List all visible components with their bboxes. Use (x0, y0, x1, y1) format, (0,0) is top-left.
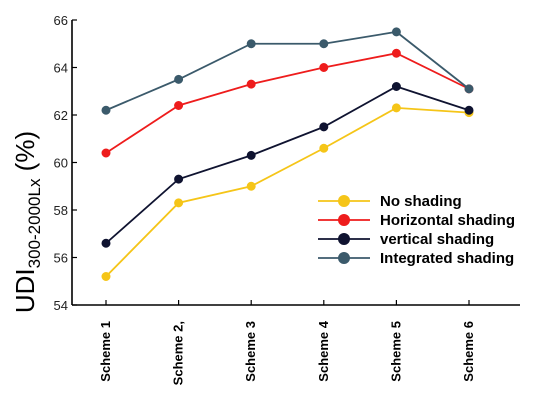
data-point (246, 39, 256, 49)
legend-label: No shading (380, 193, 462, 210)
y-axis-ticks: 54 56 58 60 62 64 66 (54, 13, 77, 313)
legend-item: Horizontal shading (318, 212, 515, 229)
y-axis-label-unit: (%) (10, 131, 40, 179)
x-tick-label: Scheme 5 (388, 321, 403, 382)
x-tick-label: Scheme 2, (171, 321, 186, 385)
legend-item: Integrated shading (318, 250, 514, 267)
series-integrated-shading (101, 27, 474, 115)
legend-swatch-marker (338, 195, 350, 207)
legend-item: vertical shading (318, 231, 494, 248)
x-tick-label: Scheme 6 (461, 321, 476, 382)
data-point (464, 84, 474, 94)
y-tick-label: 62 (54, 108, 68, 123)
data-point (246, 79, 256, 89)
data-point (101, 148, 111, 158)
series-line (105, 85, 470, 244)
x-tick-label: Scheme 3 (243, 321, 258, 382)
legend-label: Integrated shading (380, 250, 514, 267)
legend-label: Horizontal shading (380, 212, 515, 229)
data-point (391, 103, 401, 113)
y-tick-label: 56 (54, 251, 68, 266)
data-point (391, 48, 401, 58)
y-tick-label: 60 (54, 156, 68, 171)
data-point (319, 63, 329, 72)
data-point (319, 122, 329, 132)
series-line (105, 52, 470, 154)
legend-label: vertical shading (380, 231, 494, 248)
legend-swatch-marker (338, 214, 350, 226)
series-line (105, 30, 470, 112)
legend-swatch-marker (338, 233, 350, 245)
data-point (174, 74, 184, 84)
series-no-shading (101, 103, 474, 281)
y-tick-label: 64 (54, 61, 68, 76)
series-vertical-shading (101, 82, 474, 248)
y-axis-label-subscript: 300-2000Lx (25, 178, 44, 268)
legend-item: No shading (318, 193, 462, 210)
legend: No shading Horizontal shading vertical sha… (318, 193, 515, 267)
data-point (101, 238, 111, 248)
data-point (174, 174, 184, 184)
y-tick-label: 54 (54, 298, 68, 313)
data-point (464, 105, 474, 115)
data-point (391, 27, 401, 37)
series-group (101, 27, 474, 281)
x-tick-label: Scheme 1 (98, 321, 113, 382)
series-line (105, 106, 470, 278)
y-tick-label: 66 (54, 13, 68, 28)
y-axis-label: UDI300-2000Lx (%) (10, 131, 44, 313)
data-point (319, 39, 329, 49)
y-axis-label-main: UDI (10, 268, 40, 313)
data-point (174, 101, 184, 110)
data-point (246, 150, 256, 160)
data-point (101, 272, 111, 281)
x-axis-ticks: Scheme 1 Scheme 2, Scheme 3 Scheme 4 Scheme … (98, 300, 476, 385)
data-point (391, 82, 401, 91)
y-tick-label: 58 (54, 203, 68, 218)
legend-swatch-marker (338, 252, 350, 264)
data-point (101, 105, 111, 115)
data-point (246, 181, 256, 191)
x-tick-label: Scheme 4 (316, 320, 331, 381)
data-point (174, 198, 184, 208)
data-point (319, 143, 329, 153)
